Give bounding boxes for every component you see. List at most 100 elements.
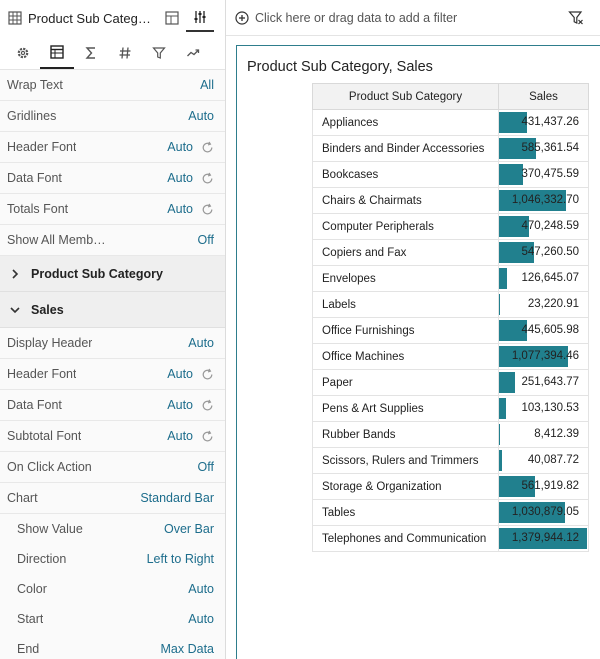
reset-icon[interactable] bbox=[201, 430, 214, 443]
prop-value-text[interactable]: Off bbox=[197, 233, 214, 247]
properties-panel-button[interactable] bbox=[186, 4, 214, 32]
cell-category[interactable]: Pens & Art Supplies bbox=[312, 395, 499, 422]
tab-analytics[interactable] bbox=[176, 37, 210, 69]
prop-chart[interactable]: Chart Standard Bar bbox=[0, 483, 225, 514]
cell-category[interactable]: Bookcases bbox=[312, 161, 499, 188]
table-row[interactable]: Appliances 431,437.26 bbox=[312, 109, 589, 136]
cell-sales[interactable]: 8,412.39 bbox=[498, 421, 589, 448]
prop-value[interactable]: Auto bbox=[188, 582, 214, 596]
prop-data-font[interactable]: Data Font Auto bbox=[0, 163, 225, 194]
cell-sales[interactable]: 103,130.53 bbox=[498, 395, 589, 422]
prop-value-text[interactable]: Auto bbox=[167, 140, 193, 154]
prop-value[interactable]: Max Data bbox=[161, 642, 215, 656]
reset-icon[interactable] bbox=[201, 399, 214, 412]
prop-value[interactable]: Auto bbox=[167, 171, 214, 185]
prop-value[interactable]: Auto bbox=[167, 429, 214, 443]
cell-category[interactable]: Computer Peripherals bbox=[312, 213, 499, 240]
cell-category[interactable]: Office Machines bbox=[312, 343, 499, 370]
table-row[interactable]: Binders and Binder Accessories 585,361.54 bbox=[312, 135, 589, 162]
prop-value-text[interactable]: All bbox=[200, 78, 214, 92]
prop-value[interactable]: Left to Right bbox=[147, 552, 214, 566]
table-row[interactable]: Envelopes 126,645.07 bbox=[312, 265, 589, 292]
section-product-sub-category[interactable]: Product Sub Category bbox=[0, 256, 225, 292]
prop-value-text[interactable]: Auto bbox=[188, 612, 214, 626]
table-row[interactable]: Office Furnishings 445,605.98 bbox=[312, 317, 589, 344]
prop-direction[interactable]: Direction Left to Right bbox=[0, 544, 225, 574]
filter-settings-icon[interactable] bbox=[568, 10, 584, 26]
prop-value[interactable]: Auto bbox=[167, 398, 214, 412]
prop-value[interactable]: Off bbox=[198, 233, 214, 247]
table-row[interactable]: Pens & Art Supplies 103,130.53 bbox=[312, 395, 589, 422]
table-row[interactable]: Rubber Bands 8,412.39 bbox=[312, 421, 589, 448]
table-row[interactable]: Telephones and Communication 1,379,944.12 bbox=[312, 525, 589, 552]
section-sales[interactable]: Sales bbox=[0, 292, 225, 328]
prop-value[interactable]: Off bbox=[198, 460, 214, 474]
prop-value-text[interactable]: Standard Bar bbox=[140, 491, 214, 505]
cell-sales[interactable]: 547,260.50 bbox=[498, 239, 589, 266]
table-row[interactable]: Paper 251,643.77 bbox=[312, 369, 589, 396]
cell-category[interactable]: Storage & Organization bbox=[312, 473, 499, 500]
prop-wrap-text[interactable]: Wrap Text All bbox=[0, 70, 225, 101]
cell-category[interactable]: Labels bbox=[312, 291, 499, 318]
cell-sales[interactable]: 1,077,394.46 bbox=[498, 343, 589, 370]
prop-value[interactable]: Auto bbox=[188, 336, 214, 350]
prop-value[interactable]: Standard Bar bbox=[140, 491, 214, 505]
visualization-canvas[interactable]: Product Sub Category, Sales Product Sub … bbox=[236, 45, 600, 659]
tab-number-format[interactable] bbox=[108, 37, 142, 69]
tab-totals[interactable] bbox=[74, 37, 108, 69]
reset-icon[interactable] bbox=[201, 368, 214, 381]
cell-category[interactable]: Telephones and Communication bbox=[312, 525, 499, 552]
table-row[interactable]: Computer Peripherals 470,248.59 bbox=[312, 213, 589, 240]
cell-sales[interactable]: 561,919.82 bbox=[498, 473, 589, 500]
cell-sales[interactable]: 445,605.98 bbox=[498, 317, 589, 344]
cell-category[interactable]: Scissors, Rulers and Trimmers bbox=[312, 447, 499, 474]
prop-value-text[interactable]: Left to Right bbox=[146, 552, 214, 566]
prop-subtotal-font[interactable]: Subtotal Font Auto bbox=[0, 421, 225, 452]
cell-sales[interactable]: 585,361.54 bbox=[498, 135, 589, 162]
prop-value[interactable]: Auto bbox=[188, 109, 214, 123]
prop-value-text[interactable]: Auto bbox=[167, 398, 193, 412]
table-row[interactable]: Labels 23,220.91 bbox=[312, 291, 589, 318]
prop-value-text[interactable]: Auto bbox=[167, 171, 193, 185]
prop-show-all-memb[interactable]: Show All Memb… Off bbox=[0, 225, 225, 256]
prop-color[interactable]: Color Auto bbox=[0, 574, 225, 604]
prop-value[interactable]: Auto bbox=[167, 140, 214, 154]
reset-icon[interactable] bbox=[201, 141, 214, 154]
cell-sales[interactable]: 431,437.26 bbox=[498, 109, 589, 136]
prop-value[interactable]: All bbox=[200, 78, 214, 92]
prop-value[interactable]: Auto bbox=[167, 202, 214, 216]
column-header-sales[interactable]: Sales bbox=[498, 83, 589, 110]
prop-gridlines[interactable]: Gridlines Auto bbox=[0, 101, 225, 132]
prop-value-text[interactable]: Auto bbox=[188, 336, 214, 350]
tab-table[interactable] bbox=[40, 37, 74, 69]
cell-sales[interactable]: 370,475.59 bbox=[498, 161, 589, 188]
table-row[interactable]: Copiers and Fax 547,260.50 bbox=[312, 239, 589, 266]
prop-totals-font[interactable]: Totals Font Auto bbox=[0, 194, 225, 225]
table-row[interactable]: Tables 1,030,879.05 bbox=[312, 499, 589, 526]
prop-value-text[interactable]: Off bbox=[197, 460, 214, 474]
cell-sales[interactable]: 1,030,879.05 bbox=[498, 499, 589, 526]
prop-value-text[interactable]: Auto bbox=[188, 582, 214, 596]
grammar-panel-button[interactable] bbox=[158, 4, 186, 32]
add-filter-icon[interactable] bbox=[235, 10, 249, 25]
cell-category[interactable]: Chairs & Chairmats bbox=[312, 187, 499, 214]
tab-filters[interactable] bbox=[142, 37, 176, 69]
cell-sales[interactable]: 126,645.07 bbox=[498, 265, 589, 292]
tab-general[interactable] bbox=[6, 37, 40, 69]
cell-category[interactable]: Paper bbox=[312, 369, 499, 396]
prop-start[interactable]: Start Auto bbox=[0, 604, 225, 634]
table-row[interactable]: Scissors, Rulers and Trimmers 40,087.72 bbox=[312, 447, 589, 474]
cell-sales[interactable]: 23,220.91 bbox=[498, 291, 589, 318]
cell-category[interactable]: Copiers and Fax bbox=[312, 239, 499, 266]
cell-sales[interactable]: 1,046,332.70 bbox=[498, 187, 589, 214]
column-header-category[interactable]: Product Sub Category bbox=[312, 83, 499, 110]
prop-end[interactable]: End Max Data bbox=[0, 634, 225, 659]
prop-value-text[interactable]: Auto bbox=[188, 109, 214, 123]
reset-icon[interactable] bbox=[201, 203, 214, 216]
prop-header-font[interactable]: Header Font Auto bbox=[0, 359, 225, 390]
prop-value-text[interactable]: Max Data bbox=[160, 642, 215, 656]
prop-value-text[interactable]: Auto bbox=[167, 367, 193, 381]
prop-value[interactable]: Auto bbox=[167, 367, 214, 381]
prop-value[interactable]: Auto bbox=[188, 612, 214, 626]
prop-display-header[interactable]: Display Header Auto bbox=[0, 328, 225, 359]
